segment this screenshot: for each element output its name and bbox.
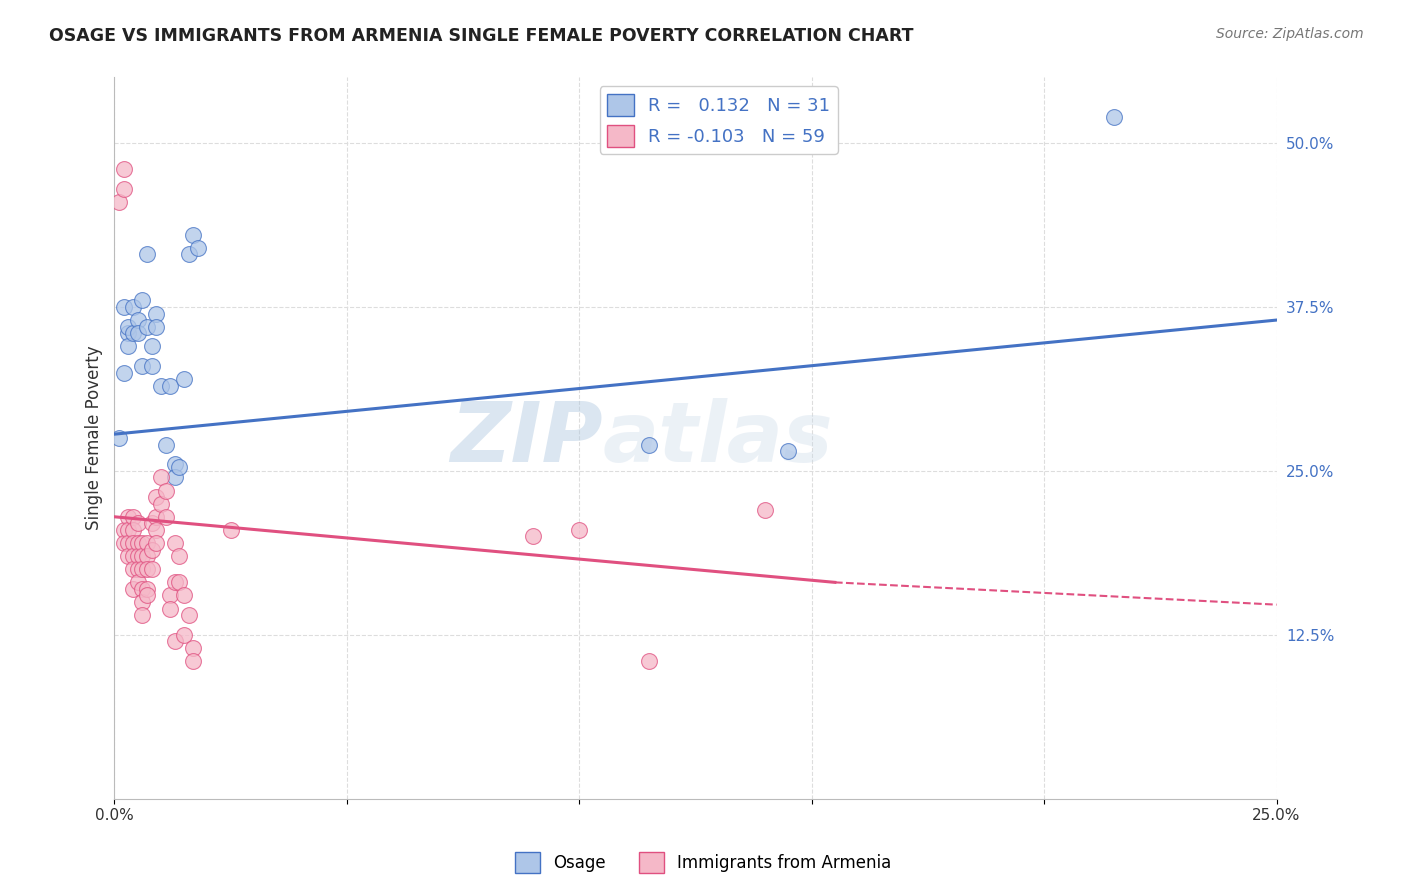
Point [136,247,159,261]
Point [117,326,139,341]
Point [183,227,205,242]
Point [159,589,181,603]
Point [122,523,145,537]
Point [183,640,205,655]
Text: OSAGE VS IMMIGRANTS FROM ARMENIA SINGLE FEMALE POVERTY CORRELATION CHART: OSAGE VS IMMIGRANTS FROM ARMENIA SINGLE … [49,27,914,45]
Point [638,437,661,451]
Point [117,319,139,334]
Point [141,359,163,373]
Point [131,582,153,596]
Point [122,509,145,524]
Point [145,319,167,334]
Point [136,582,159,596]
Point [169,459,191,474]
Point [136,319,159,334]
Point [187,241,209,255]
Point [155,483,177,498]
Point [638,654,661,668]
Point [122,549,145,563]
Point [108,194,131,209]
Point [145,523,167,537]
Point [122,582,145,596]
Point [122,326,145,341]
Point [219,523,242,537]
Point [117,509,139,524]
Point [183,654,205,668]
Point [177,247,200,261]
Point [127,326,149,341]
Point [163,458,186,472]
Point [131,536,153,550]
Point [159,601,181,615]
Point [163,470,186,484]
Point [173,589,195,603]
Point [136,536,159,550]
Point [169,549,191,563]
Point [136,549,159,563]
Point [145,306,167,320]
Point [112,182,135,196]
Point [122,562,145,576]
Point [117,339,139,353]
Point [155,437,177,451]
Point [141,339,163,353]
Text: atlas: atlas [603,398,834,479]
Point [163,575,186,590]
Point [122,300,145,314]
Point [112,162,135,177]
Point [169,575,191,590]
Point [145,509,167,524]
Point [112,366,135,380]
Point [127,516,149,531]
Point [149,497,172,511]
Point [131,608,153,623]
Point [778,444,800,458]
Point [131,595,153,609]
Point [754,503,776,517]
Point [173,372,195,386]
Point [145,490,167,504]
Point [159,378,181,392]
Point [145,536,167,550]
Point [127,562,149,576]
Point [117,523,139,537]
Point [1102,110,1125,124]
Point [117,549,139,563]
Point [127,549,149,563]
Point [108,431,131,445]
Y-axis label: Single Female Poverty: Single Female Poverty [86,346,103,531]
Point [112,536,135,550]
Point [136,589,159,603]
Point [141,562,163,576]
Point [127,313,149,327]
Point [163,536,186,550]
Legend: R =   0.132   N = 31, R = -0.103   N = 59: R = 0.132 N = 31, R = -0.103 N = 59 [600,87,838,154]
Point [141,542,163,557]
Text: ZIP: ZIP [450,398,603,479]
Point [149,378,172,392]
Point [127,575,149,590]
Point [141,516,163,531]
Point [136,562,159,576]
Point [122,536,145,550]
Point [522,529,544,543]
Point [177,608,200,623]
Point [131,293,153,308]
Point [112,300,135,314]
Point [149,470,172,484]
Point [112,523,135,537]
Text: Source: ZipAtlas.com: Source: ZipAtlas.com [1216,27,1364,41]
Point [568,523,591,537]
Point [173,628,195,642]
Point [131,549,153,563]
Point [131,359,153,373]
Point [117,536,139,550]
Point [127,536,149,550]
Legend: Osage, Immigrants from Armenia: Osage, Immigrants from Armenia [508,846,898,880]
Point [131,562,153,576]
Point [163,634,186,648]
Point [155,509,177,524]
